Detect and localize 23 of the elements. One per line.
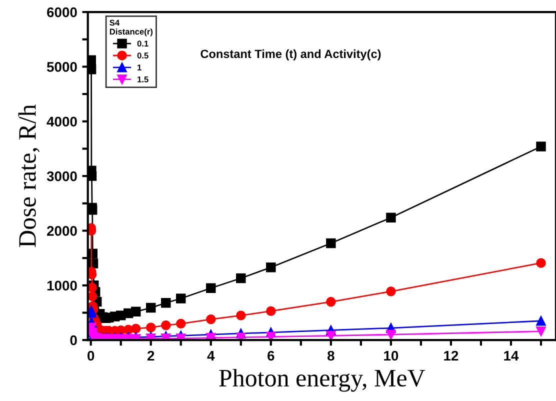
y-tick-label: 3000 — [46, 171, 77, 182]
y-tick-label: 1000 — [47, 280, 77, 291]
y-axis-title: Dose rate, R/h — [18, 104, 40, 248]
legend-title: S4 Distance(r) — [110, 20, 153, 36]
x-tick-label: 14 — [504, 350, 519, 361]
legend-label: 0.1 — [137, 40, 148, 47]
x-tick-label: 8 — [328, 350, 334, 361]
legend-label: 1.5 — [138, 76, 148, 82]
x-tick-label: 12 — [444, 350, 458, 361]
y-tick-label: 2000 — [47, 226, 77, 236]
y-tick-label: 6000 — [47, 7, 77, 18]
x-axis-title: Photon energy, MeV — [219, 368, 426, 392]
x-tick-label: 4 — [207, 350, 215, 361]
x-tick-label: 10 — [384, 350, 398, 361]
y-tick-label: 0 — [70, 335, 77, 346]
legend-label: 1 — [138, 64, 142, 70]
x-tick-label: 6 — [268, 350, 274, 361]
y-tick-label: 5000 — [46, 62, 77, 72]
legend-label: 0.5 — [137, 52, 148, 58]
annotation: Constant Time (t) and Activity(c) — [200, 49, 381, 60]
x-tick-label: 0 — [88, 350, 94, 361]
x-tick-label: 2 — [147, 350, 154, 361]
y-tick-label: 4000 — [46, 116, 77, 127]
